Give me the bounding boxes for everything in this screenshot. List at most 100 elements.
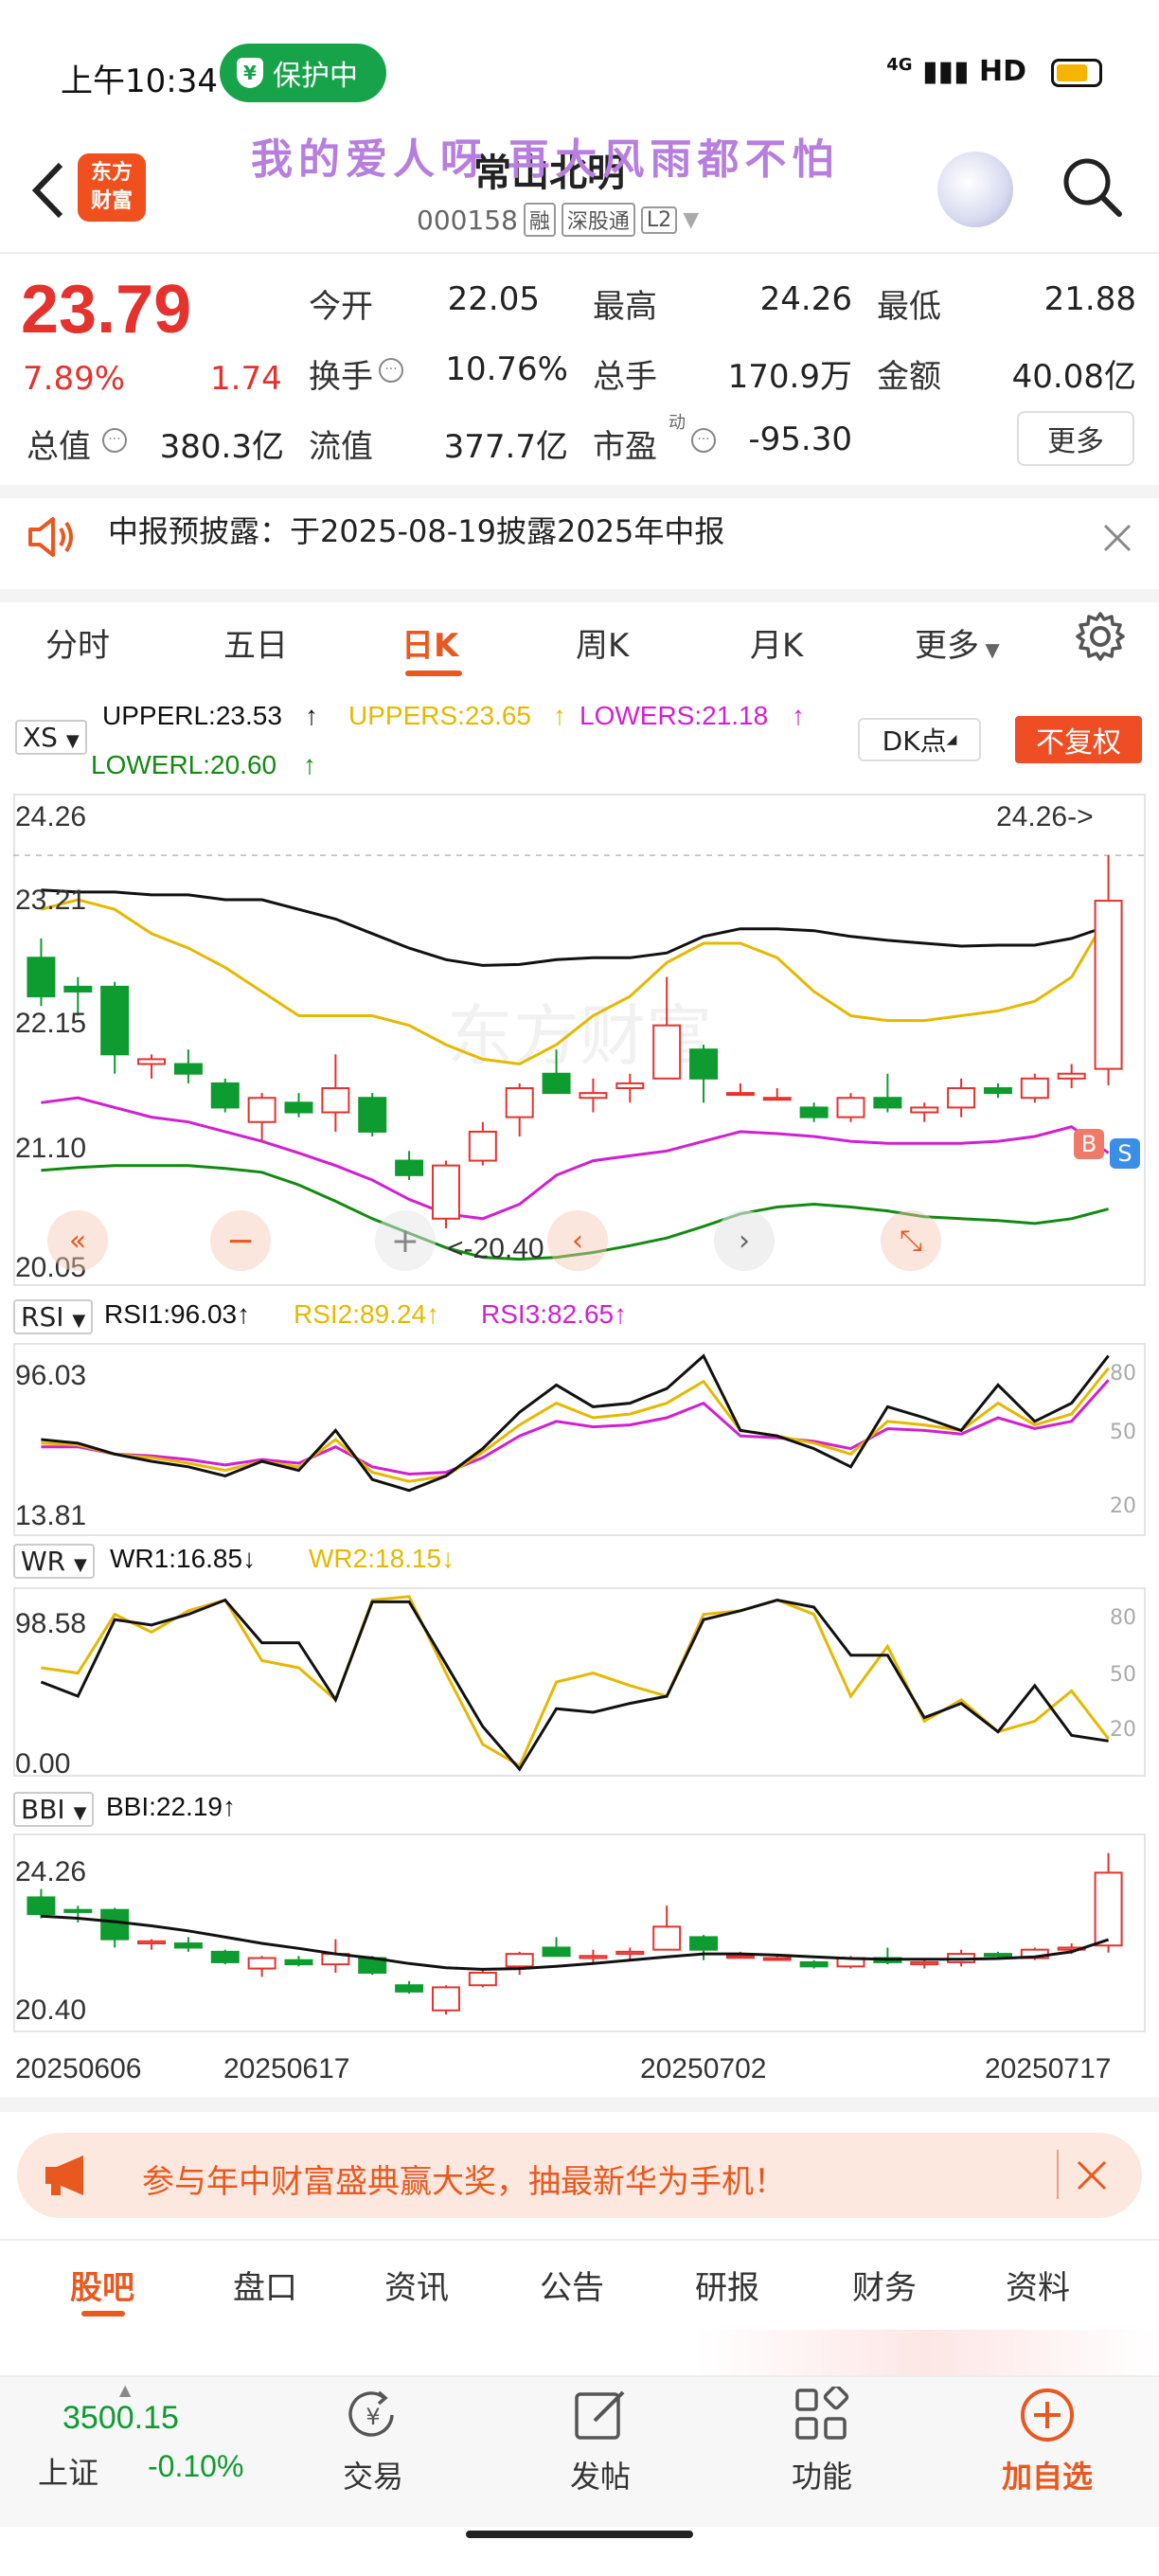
kline-candle-body — [431, 1164, 460, 1220]
no-adjust-button[interactable]: 不复权 — [1015, 716, 1142, 763]
y-tick-2: 22.15 — [15, 1008, 87, 1039]
rsi2-legend: RSI2:89.24↑ — [294, 1299, 440, 1329]
info-tab-research[interactable]: 研报 — [695, 2269, 759, 2307]
kline-candle-body — [799, 1106, 829, 1118]
rsi-y-bottom: 13.81 — [15, 1500, 87, 1531]
bbi-candle-body — [247, 1957, 276, 1970]
stock-code-row[interactable]: 000158 融 深股通 L2 ▼ — [417, 203, 699, 237]
speaker-icon — [28, 517, 73, 557]
rsi-indicator-select[interactable]: RSI ▼ — [13, 1299, 94, 1334]
tab-more[interactable]: 更多 ▼ — [915, 627, 1000, 665]
tab-daily-k[interactable]: 日K — [401, 627, 459, 665]
protect-badge[interactable]: ¥ 保护中 — [220, 44, 386, 102]
turnover-label: 换手 — [309, 358, 373, 396]
bbi-value: BBI:22.19 — [106, 1792, 223, 1821]
fullscreen-icon[interactable]: ⤡ — [881, 1210, 941, 1271]
buy-marker[interactable]: B — [1074, 1129, 1104, 1159]
index-value[interactable]: 3500.15 — [62, 2400, 179, 2436]
wr-chart[interactable] — [13, 1587, 1146, 1777]
rsi-y-top: 96.03 — [15, 1360, 87, 1391]
info-tab-guba[interactable]: 股吧 — [70, 2269, 134, 2307]
nav-post-label[interactable]: 发帖 — [569, 2459, 631, 2495]
rsi1-legend: RSI1:96.03↑ — [104, 1299, 251, 1329]
rsi-chart[interactable] — [13, 1343, 1146, 1536]
chart-tabs — [0, 589, 1159, 684]
bbi-chart[interactable] — [13, 1834, 1146, 2032]
bbi-candle-body — [579, 1955, 608, 1959]
post-edit-icon[interactable] — [572, 2387, 629, 2443]
trade-icon[interactable]: ¥ — [343, 2387, 403, 2443]
kline-candle-body — [873, 1097, 902, 1109]
functions-grid-icon[interactable] — [793, 2387, 850, 2443]
signal-indicator: 4G ▮▮▮ HD — [886, 55, 1026, 88]
promo-close-icon[interactable] — [1076, 2159, 1108, 2191]
close-icon[interactable] — [1102, 523, 1132, 553]
hd-label: HD — [978, 55, 1026, 88]
rsi3-value: RSI3:82.65 — [481, 1299, 615, 1329]
promo-banner[interactable] — [17, 2133, 1142, 2218]
tab-five-day[interactable]: 五日 — [223, 627, 288, 665]
tab-weekly-k[interactable]: 周K — [576, 627, 630, 665]
search-icon[interactable] — [1059, 153, 1125, 220]
section-divider — [0, 2097, 1159, 2112]
info-icon[interactable]: ··· — [691, 428, 716, 453]
zoom-in-icon[interactable]: + — [375, 1210, 436, 1271]
main-indicator-select[interactable]: XS ▼ — [15, 720, 87, 755]
bbi-indicator-select[interactable]: BBI ▼ — [13, 1792, 95, 1827]
float-label: 流值 — [309, 428, 373, 466]
x-date-0: 20250606 — [15, 2053, 142, 2084]
float-value: 377.7亿 — [443, 428, 568, 466]
info-tab-finance[interactable]: 财务 — [852, 2269, 917, 2307]
kline-candle-body — [173, 1063, 203, 1075]
bbi-candle-body — [210, 1950, 240, 1963]
info-icon[interactable]: ··· — [379, 358, 403, 383]
info-tab-pankou[interactable]: 盘口 — [233, 2269, 297, 2307]
back-arrow-icon[interactable] — [27, 157, 74, 224]
bbi-legend: BBI:22.19↑ — [106, 1792, 236, 1821]
rsi1-line — [41, 1353, 1110, 1493]
bbi-candle-body — [1094, 1871, 1123, 1947]
notice-text[interactable]: 中报预披露：于2025-08-19披露2025年中报 — [108, 513, 725, 549]
kline-candle-body — [505, 1087, 534, 1118]
pe-dynamic-mark: 动 — [669, 413, 686, 433]
index-name: 上证 — [38, 2455, 99, 2491]
zoom-out-icon[interactable]: − — [210, 1210, 271, 1271]
nav-functions-label[interactable]: 功能 — [791, 2459, 852, 2495]
nav-trade-label[interactable]: 交易 — [342, 2459, 403, 2495]
kline-candle-body — [137, 1058, 167, 1065]
bbi-candle-body — [725, 1955, 755, 1959]
settings-gear-icon[interactable] — [1074, 610, 1127, 663]
kline-chart[interactable]: 东方财富 — [13, 794, 1146, 1286]
rsi-r-tick-80: 80 — [1110, 1362, 1136, 1386]
prev-icon[interactable]: ‹ — [547, 1210, 608, 1271]
tab-timeshare[interactable]: 分时 — [45, 627, 110, 665]
add-watchlist-icon[interactable] — [1017, 2385, 1078, 2445]
kline-candle-body — [27, 957, 56, 998]
lowerl-arrow: ↑ — [303, 750, 316, 779]
tab-monthly-k[interactable]: 月K — [750, 627, 804, 665]
kline-candle-body — [1057, 1072, 1086, 1080]
wr2-legend: WR2:18.15↓ — [309, 1544, 455, 1573]
kline-candle-body — [468, 1130, 497, 1162]
info-tab-profile[interactable]: 资料 — [1006, 2269, 1070, 2307]
nav-add-watchlist-label[interactable]: 加自选 — [1001, 2459, 1093, 2495]
wr-y-top: 98.58 — [15, 1608, 87, 1639]
info-tab-announcements[interactable]: 公告 — [540, 2269, 604, 2307]
info-icon[interactable]: ··· — [102, 428, 127, 453]
dk-point-button[interactable]: DK点 ◢ — [858, 718, 981, 761]
quote-more-button[interactable]: 更多 — [1017, 411, 1134, 466]
sell-marker[interactable]: S — [1110, 1138, 1140, 1169]
low-value: 21.88 — [1043, 280, 1136, 318]
rsi1-value: RSI1:96.03 — [104, 1299, 238, 1329]
wr-indicator-select[interactable]: WR ▼ — [13, 1544, 95, 1579]
x-date-3: 20250717 — [985, 2053, 1112, 2084]
lowerl-legend: LOWERL:20.60 — [91, 750, 277, 779]
assistant-robot-icon[interactable] — [937, 152, 1013, 227]
scroll-left-icon[interactable]: « — [47, 1210, 108, 1271]
kline-candle-body — [910, 1106, 939, 1114]
rsi-frame — [13, 1343, 1146, 1536]
info-tab-news[interactable]: 资讯 — [384, 2269, 449, 2307]
next-icon[interactable]: › — [714, 1210, 775, 1271]
high-marker: 24.26-> — [996, 801, 1094, 832]
rsi-indicator-label: RSI — [21, 1301, 64, 1333]
